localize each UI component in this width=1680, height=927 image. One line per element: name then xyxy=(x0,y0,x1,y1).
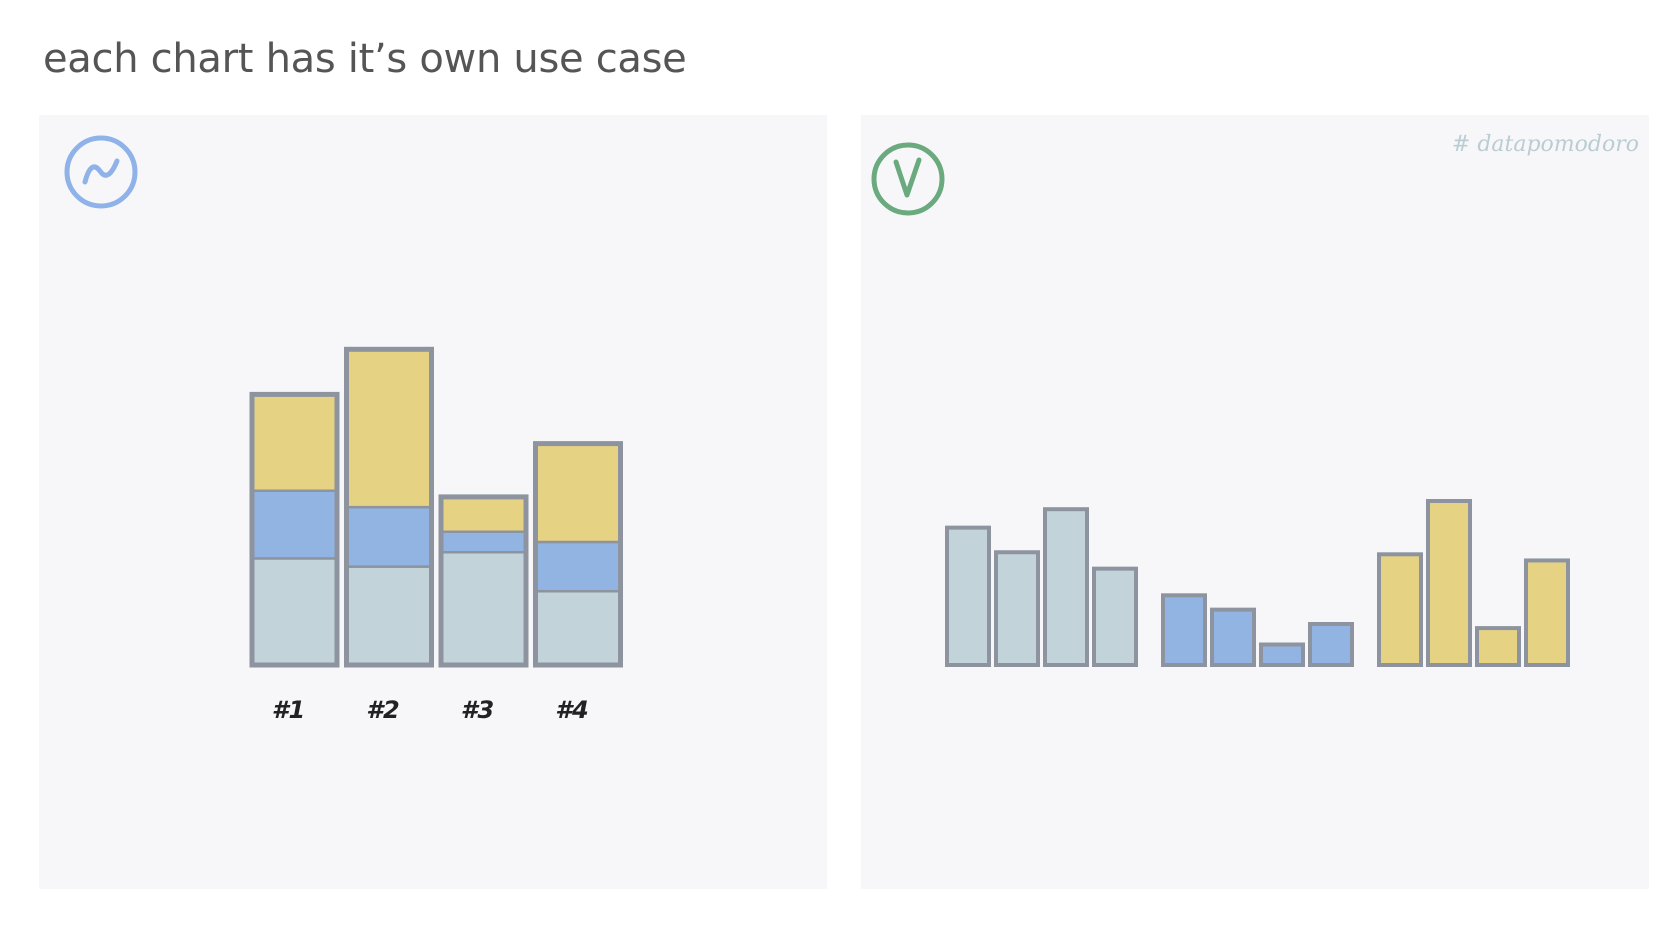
stacked-segment-2-3 xyxy=(345,348,433,509)
stacked-segment-4-2 xyxy=(534,540,622,593)
stacked-segment-2-1 xyxy=(345,565,433,667)
grouped-bar-3-1 xyxy=(1377,552,1423,667)
x-tick-label: #3 xyxy=(461,696,494,724)
grouped-chart-panel: # datapomodoro xyxy=(861,115,1649,889)
stacked-segment-1-3 xyxy=(250,393,339,492)
stacked-bar-outline xyxy=(438,494,529,668)
stacked-segment-1-1 xyxy=(250,557,339,667)
grouped-bar-3-2 xyxy=(1426,499,1472,667)
grouped-bar-3-4 xyxy=(1524,558,1570,668)
stacked-bar-chart: #1 #2 #3 #4 xyxy=(64,135,623,724)
stacked-bar-outline xyxy=(249,391,340,668)
meh-tilde-icon xyxy=(64,135,138,209)
grouped-bar-3-3 xyxy=(1475,626,1521,667)
watermark: # datapomodoro xyxy=(1452,132,1639,157)
grouped-bar-1-4 xyxy=(1092,566,1138,667)
stacked-segment-4-3 xyxy=(534,442,622,544)
x-tick-label: #2 xyxy=(366,696,399,724)
grouped-bar-1-2 xyxy=(994,550,1040,667)
stacked-segment-4-1 xyxy=(534,589,622,667)
grouped-bar-chart: # datapomodoro xyxy=(871,132,1639,668)
check-v-icon xyxy=(871,142,945,216)
x-tick-label: #1 xyxy=(272,696,305,724)
stacked-segment-3-2 xyxy=(439,530,528,554)
stacked-chart-panel: #1 #2 #3 #4 xyxy=(39,115,827,889)
stacked-bar-outline xyxy=(344,346,434,668)
grouped-bar-1-3 xyxy=(1043,507,1089,668)
page-title: each chart has it’s own use case xyxy=(43,36,687,82)
grouped-bar-2-4 xyxy=(1308,622,1354,667)
x-tick-label: #4 xyxy=(555,696,588,724)
grouped-bar-1-1 xyxy=(945,525,991,667)
stacked-segment-2-2 xyxy=(345,505,433,568)
stacked-bar-outline xyxy=(533,441,623,668)
stacked-segment-3-1 xyxy=(439,551,528,667)
grouped-bar-2-2 xyxy=(1210,607,1256,667)
stacked-segment-1-2 xyxy=(250,489,339,560)
grouped-bar-2-3 xyxy=(1259,642,1305,667)
grouped-bar-2-1 xyxy=(1161,593,1207,667)
stacked-segment-3-3 xyxy=(439,495,528,533)
